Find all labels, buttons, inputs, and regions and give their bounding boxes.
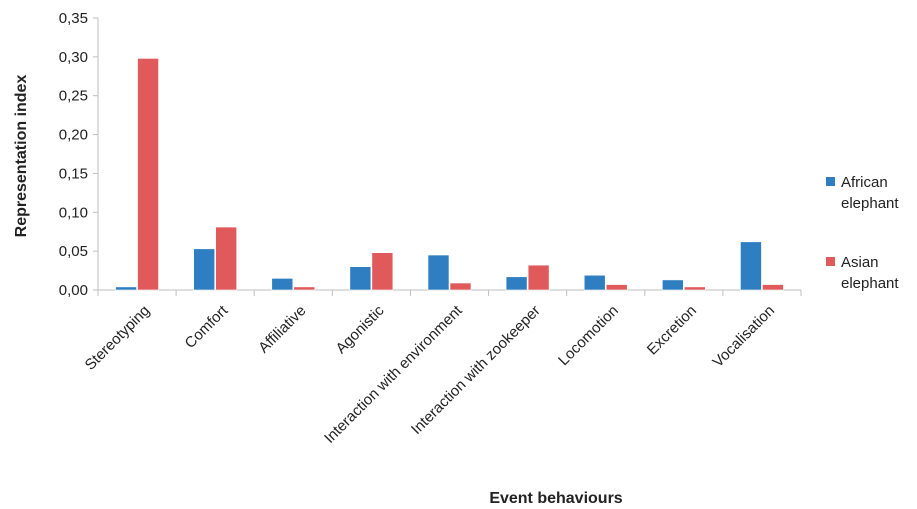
category-label: Locomotion xyxy=(555,302,622,369)
y-tick-label: 0,25 xyxy=(59,88,88,105)
legend-label: Asian xyxy=(841,254,879,271)
y-tick-label: 0,00 xyxy=(59,282,88,299)
bar-asian-0 xyxy=(137,58,159,291)
legend-label: elephant xyxy=(841,195,899,212)
bar-african-0 xyxy=(115,286,137,291)
x-axis-title: Event behaviours xyxy=(489,490,622,507)
category-labels: Stereotyping Comfort Affiliative AgonisticI… xyxy=(82,302,778,447)
x-axis xyxy=(97,289,802,296)
bar-african-1 xyxy=(193,248,215,291)
y-tick-label: 0,15 xyxy=(59,165,88,182)
bar-asian-7 xyxy=(684,286,706,291)
legend-swatch xyxy=(826,257,835,266)
bar-african-7 xyxy=(662,279,684,291)
bar-asian-4 xyxy=(449,282,472,291)
legend-swatch xyxy=(826,177,835,186)
y-tick-label: 0,35 xyxy=(59,10,88,27)
bar-asian-2 xyxy=(293,286,316,291)
bar-african-8 xyxy=(740,241,762,291)
category-label: Affiliative xyxy=(255,302,309,356)
category-label: Agonistic xyxy=(333,302,388,357)
bar-african-4 xyxy=(427,254,450,291)
y-tick-label: 0,30 xyxy=(59,49,88,66)
bar-asian-3 xyxy=(371,252,394,291)
category-label: Interaction with environment xyxy=(321,302,466,447)
bar-african-6 xyxy=(583,274,606,291)
bars xyxy=(115,58,784,291)
bar-asian-1 xyxy=(215,226,237,291)
bar-african-3 xyxy=(349,266,372,291)
category-label: Vocalisation xyxy=(709,302,778,371)
legend-label: elephant xyxy=(841,275,899,292)
bar-asian-6 xyxy=(605,284,628,291)
bar-african-2 xyxy=(271,278,294,291)
category-label: Comfort xyxy=(182,302,232,352)
category-label: Excretion xyxy=(644,302,700,358)
bar-asian-5 xyxy=(527,264,550,291)
bar-african-5 xyxy=(505,276,528,291)
legend-label: African xyxy=(841,174,888,191)
y-axis: 0,00 0,05 0,10 0,15 0,20 0,25 0,30 0,35 xyxy=(59,10,99,299)
y-tick-label: 0,20 xyxy=(59,127,88,144)
category-label: Interaction with zookeeper xyxy=(408,302,544,438)
y-axis-title: Representation index xyxy=(13,75,30,238)
legend: African elephant Asian elephant xyxy=(826,174,899,292)
y-tick-label: 0,10 xyxy=(59,204,88,221)
bar-asian-8 xyxy=(762,284,784,291)
y-tick-label: 0,05 xyxy=(59,243,88,260)
category-label: Stereotyping xyxy=(82,302,154,374)
